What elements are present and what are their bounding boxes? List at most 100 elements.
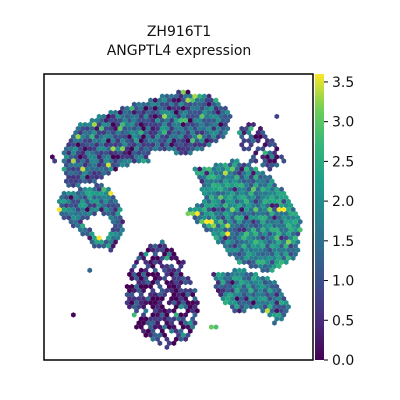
- spot-192: [80, 125, 86, 132]
- spot-584: [220, 174, 226, 180]
- spot-386: [101, 146, 107, 152]
- spot-1359: [124, 300, 130, 306]
- spot-877: [220, 215, 226, 221]
- spot-971: [279, 227, 284, 233]
- spot-1103: [171, 251, 177, 257]
- spot-378: [64, 146, 69, 152]
- spot-607: [223, 178, 228, 184]
- spot-1507: [157, 340, 163, 346]
- spot-1510: [164, 344, 170, 350]
- spot-1316: [185, 291, 191, 298]
- spot-1281: [136, 287, 142, 294]
- spot-984: [220, 231, 226, 237]
- spot-154: [216, 117, 221, 124]
- spot-437: [262, 150, 268, 156]
- spot-466: [61, 158, 67, 164]
- spot-98: [101, 113, 107, 120]
- spot-935: [234, 223, 240, 229]
- spot-875: [211, 215, 217, 221]
- spot-798: [99, 206, 104, 213]
- spot-920: [288, 219, 294, 225]
- spot-1056: [152, 243, 158, 249]
- spot-983: [216, 231, 221, 237]
- spot-1193: [155, 271, 160, 278]
- spot-645: [106, 186, 111, 193]
- spot-291: [187, 134, 193, 140]
- spot-479: [122, 158, 128, 164]
- colorbar-tick-label: 2.5: [332, 154, 354, 170]
- spot-330: [190, 138, 195, 144]
- spot-1254: [272, 279, 277, 286]
- spot-1382: [260, 300, 266, 306]
- spot-872: [197, 215, 202, 221]
- spot-1107: [241, 251, 247, 257]
- spot-688: [262, 190, 268, 197]
- spot-1070: [274, 243, 280, 249]
- spot-40: [183, 101, 188, 107]
- spot-228: [73, 129, 79, 136]
- spot-773: [218, 202, 224, 209]
- spot-1407: [262, 304, 268, 310]
- spot-84: [169, 109, 174, 116]
- spot-17: [162, 97, 167, 103]
- spot-638: [272, 182, 277, 188]
- spot-72: [113, 109, 118, 116]
- spot-480: [127, 158, 132, 164]
- spot-1057: [157, 243, 163, 249]
- spot-42: [192, 101, 198, 107]
- spot-1387: [283, 300, 289, 306]
- spot-277: [122, 134, 128, 140]
- spot-161: [96, 121, 102, 128]
- spot-128: [94, 117, 100, 124]
- spot-789: [57, 206, 62, 213]
- spot-815: [244, 206, 249, 213]
- spot-94: [216, 109, 221, 116]
- spot-353: [117, 142, 123, 148]
- spot-86: [178, 109, 184, 116]
- spot-293: [197, 134, 202, 140]
- spot-1266: [218, 283, 224, 290]
- spot-1450: [152, 316, 158, 322]
- spot-567: [246, 170, 252, 176]
- spot-400: [166, 146, 172, 152]
- spot-31: [141, 101, 146, 107]
- spot-124: [223, 113, 228, 120]
- spot-302: [258, 134, 263, 140]
- spot-621: [94, 182, 100, 188]
- spot-1115: [279, 251, 284, 257]
- spot-1279: [127, 287, 132, 294]
- spot-864: [71, 215, 76, 221]
- spot-1383: [265, 300, 270, 306]
- spot-717: [260, 194, 266, 201]
- spot-1249: [248, 279, 254, 286]
- spot-520: [66, 166, 72, 172]
- spot-494: [68, 162, 74, 168]
- spot-1353: [258, 296, 263, 302]
- spot-647: [204, 186, 209, 193]
- spot-1228: [255, 275, 261, 282]
- spot-498: [87, 162, 93, 168]
- spot-694: [64, 194, 69, 201]
- spot-646: [199, 186, 205, 193]
- spot-1065: [251, 243, 256, 249]
- spot-878: [225, 215, 231, 221]
- spot-62: [185, 105, 191, 112]
- spot-249: [171, 129, 177, 136]
- spot-1438: [164, 312, 170, 318]
- spot-453: [120, 154, 125, 160]
- spot-1302: [262, 287, 268, 294]
- spot-590: [248, 174, 254, 180]
- spot-408: [241, 146, 247, 152]
- spot-806: [201, 206, 207, 213]
- spot-558: [204, 170, 209, 176]
- spot-911: [246, 219, 252, 225]
- spot-1492: [187, 328, 193, 334]
- spot-83: [164, 109, 170, 116]
- spot-1247: [239, 279, 245, 286]
- spot-828: [68, 210, 74, 217]
- spot-34: [155, 101, 160, 107]
- spot-280: [136, 134, 142, 140]
- spot-180: [185, 121, 191, 128]
- spot-1298: [244, 287, 249, 294]
